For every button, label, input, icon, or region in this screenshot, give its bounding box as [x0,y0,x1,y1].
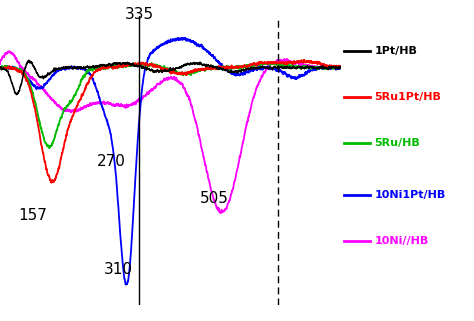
Text: 5Ru/HB: 5Ru/HB [374,138,420,148]
Text: 505: 505 [200,191,229,206]
Text: 270: 270 [97,154,126,169]
Text: 5Ru1Pt/HB: 5Ru1Pt/HB [374,92,441,102]
Text: 10Ni//HB: 10Ni//HB [374,236,428,247]
Text: 335: 335 [124,7,154,22]
Text: 10Ni1Pt/HB: 10Ni1Pt/HB [374,190,446,200]
Text: 310: 310 [104,262,133,277]
Text: 1Pt/HB: 1Pt/HB [374,46,417,56]
Text: 157: 157 [18,208,47,223]
